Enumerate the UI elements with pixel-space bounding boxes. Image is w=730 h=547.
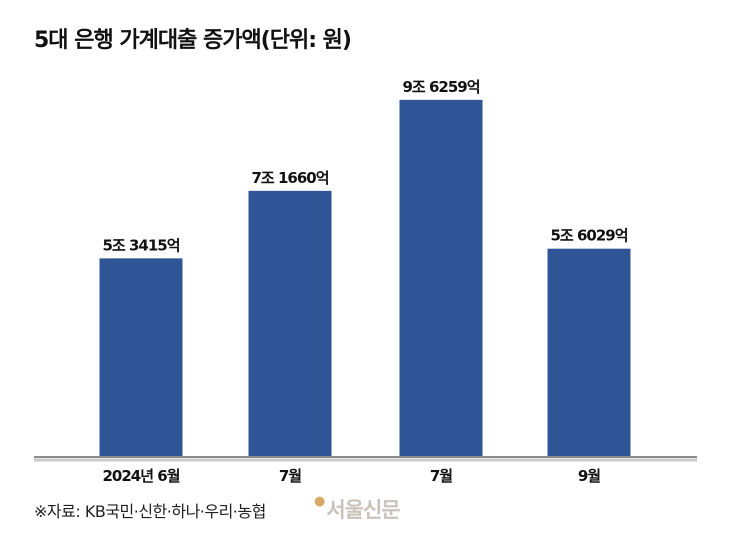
value-label-1: 5조 3415억 (102, 236, 179, 254)
publisher-watermark: ●서울신문 (314, 494, 401, 524)
bar-4 (547, 248, 631, 456)
chart-title: 5대 은행 가계대출 증가액(단위: 원) (34, 28, 352, 53)
watermark-dot-icon: ● (314, 494, 325, 509)
category-labels-group: 2024년 6월 7월 7월 9월 (102, 467, 601, 485)
category-label-3: 7월 (430, 467, 452, 485)
watermark-text: 서울신문 (326, 498, 400, 522)
bar-2 (248, 190, 332, 456)
value-label-4: 5조 6029억 (550, 227, 627, 245)
bar-3 (399, 99, 483, 456)
bars-group (99, 99, 631, 456)
value-label-3: 9조 6259억 (402, 78, 479, 96)
bar-1 (99, 258, 183, 456)
category-label-1: 2024년 6월 (102, 467, 179, 485)
category-label-4: 9월 (578, 467, 600, 485)
value-labels-group: 5조 3415억 7조 1660억 9조 6259억 5조 6029억 (102, 78, 628, 255)
value-label-2: 7조 1660억 (251, 169, 328, 187)
category-label-2: 7월 (279, 467, 301, 485)
source-note: ※자료: KB국민·신한·하나·우리·농협 (34, 502, 266, 521)
